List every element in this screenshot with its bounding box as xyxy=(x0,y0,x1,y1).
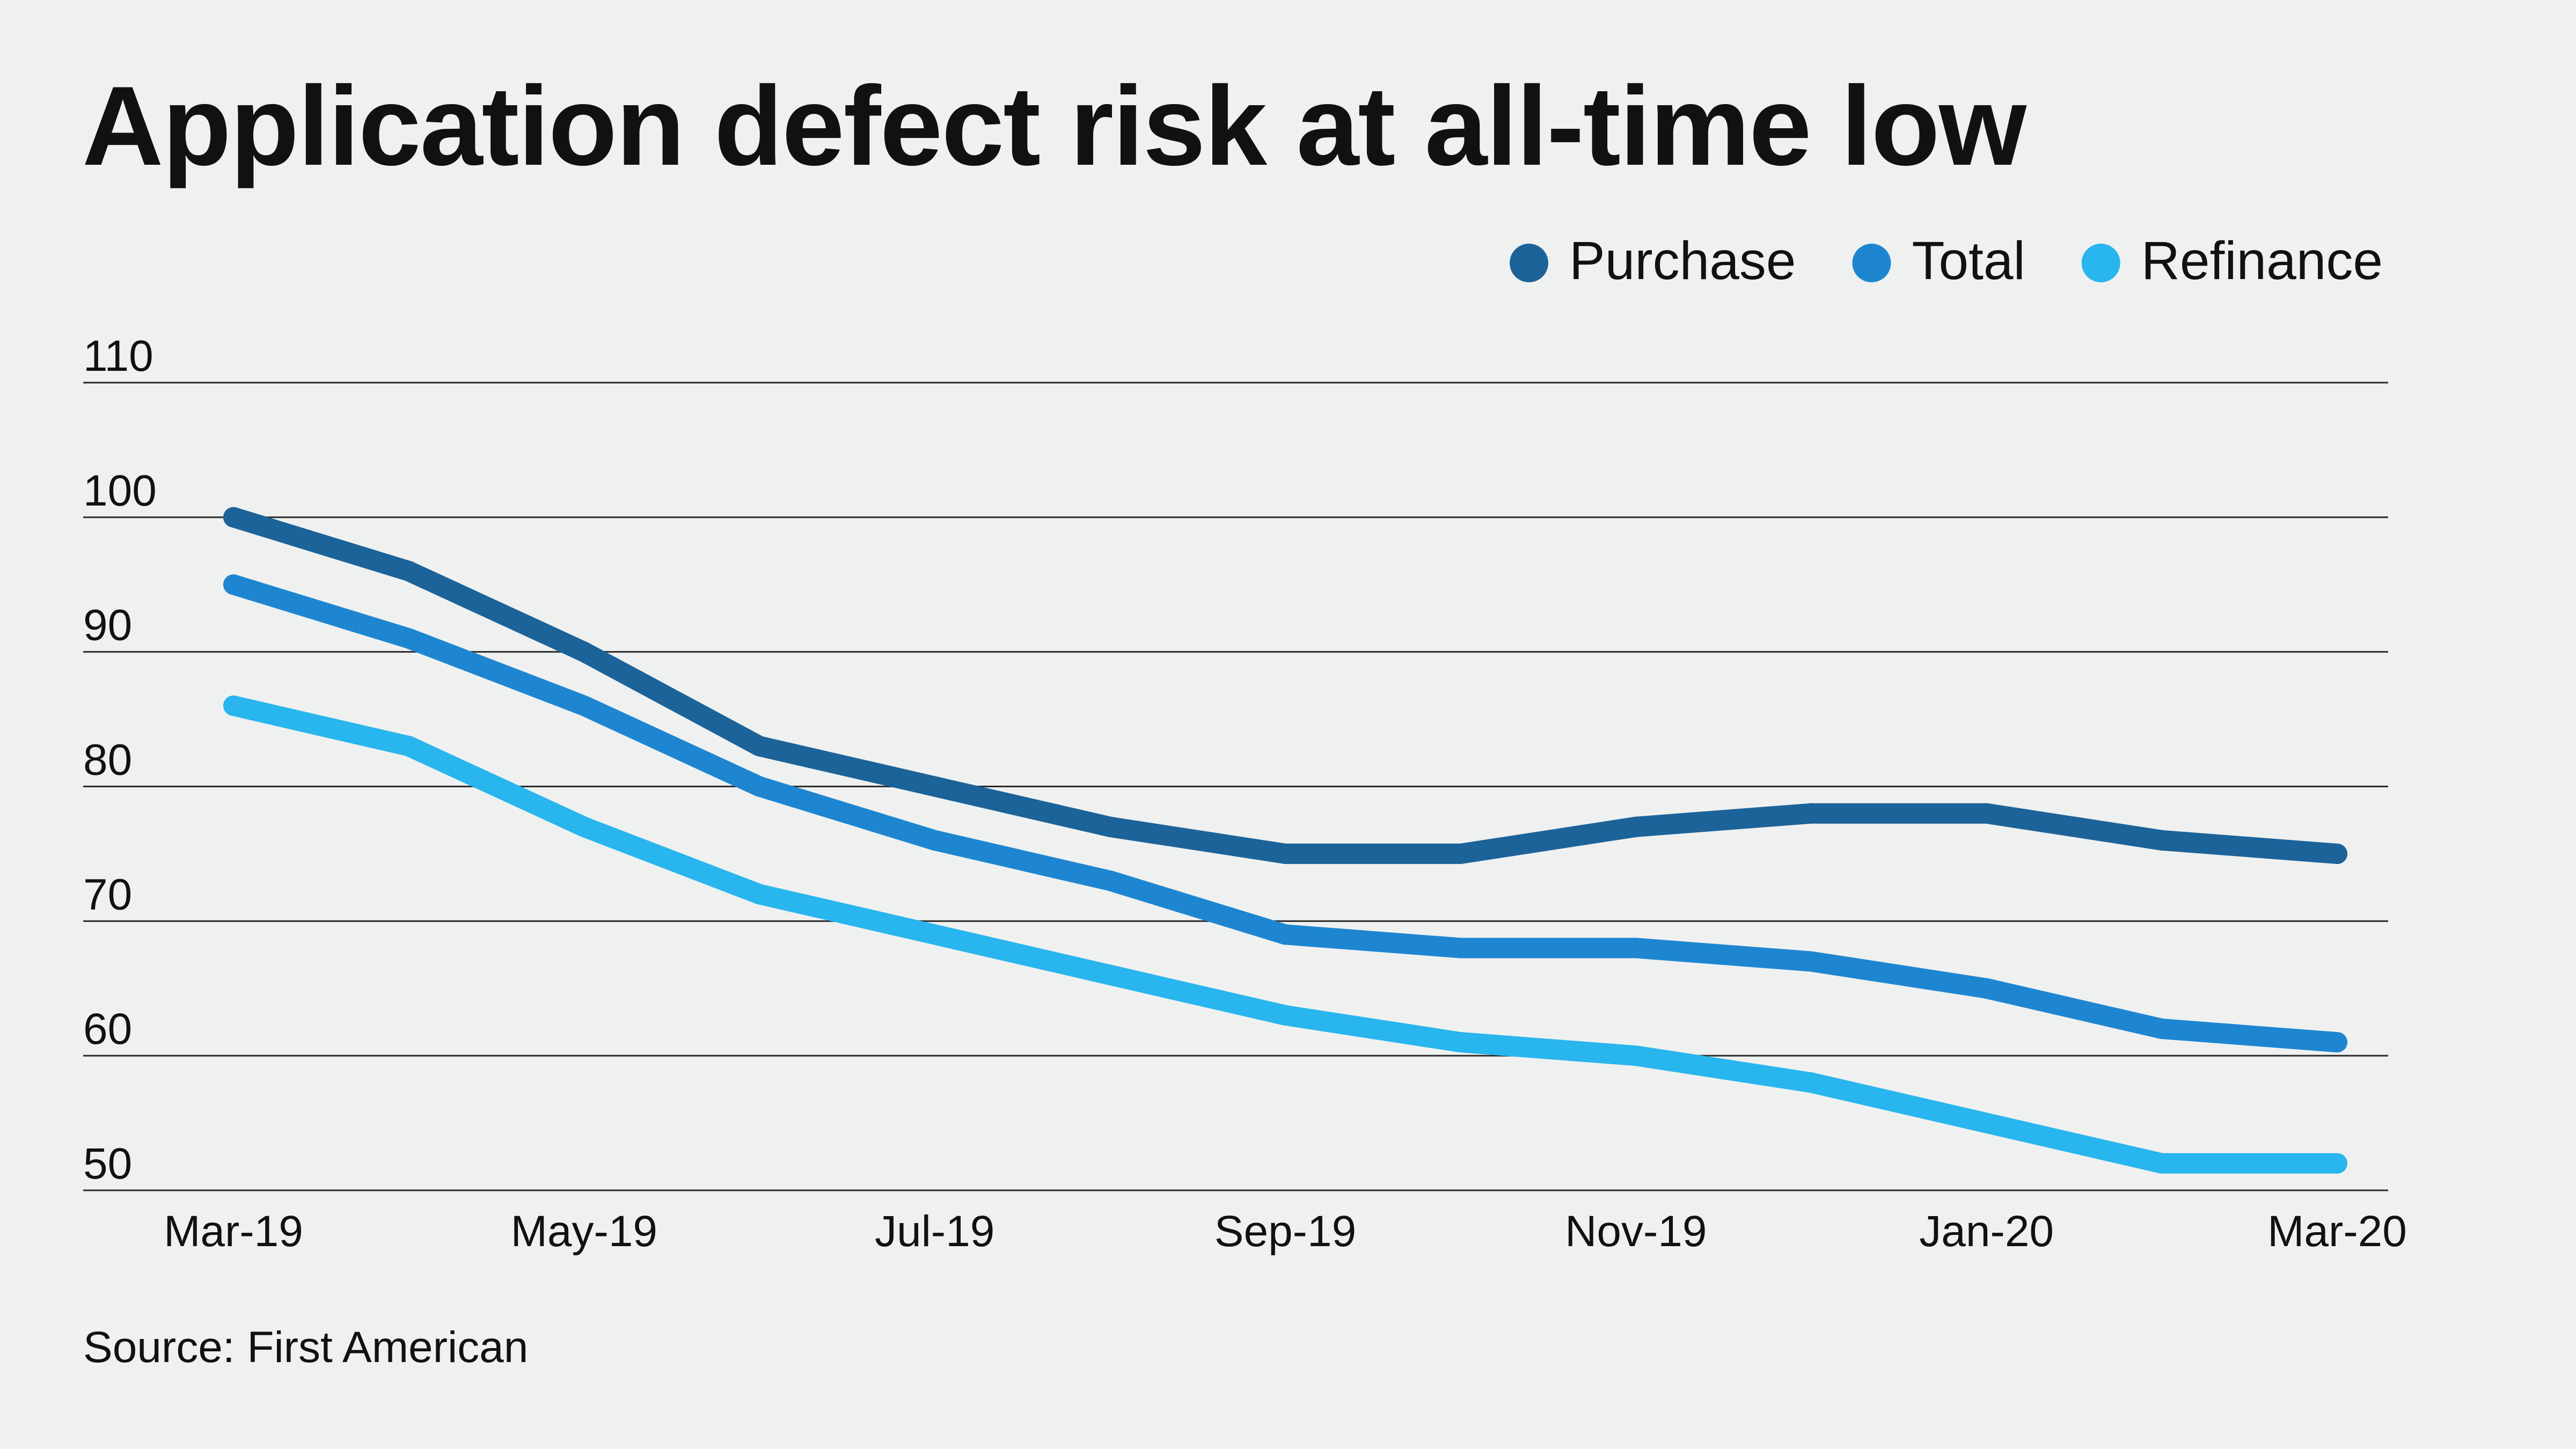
y-tick-label-70: 70 xyxy=(83,870,132,919)
legend-marker-purchase xyxy=(1510,244,1548,282)
data-point-total-Aug-19 xyxy=(1100,870,1121,891)
legend-item-refinance: Refinance xyxy=(2081,231,2383,291)
data-point-refinance-Jun-19 xyxy=(749,884,770,905)
data-point-purchase-Aug-19 xyxy=(1100,816,1121,837)
data-point-refinance-Jan-20 xyxy=(1976,1113,1997,1133)
data-point-total-May-19 xyxy=(574,696,595,716)
data-point-total-Jan-20 xyxy=(1976,978,1997,999)
legend-label-purchase: Purchase xyxy=(1569,231,1796,291)
data-point-refinance-Oct-19 xyxy=(1450,1032,1471,1053)
series-lines xyxy=(223,507,2347,1174)
data-point-refinance-Feb-20 xyxy=(2151,1153,2172,1174)
x-tick-label-Nov-19: Nov-19 xyxy=(1565,1207,1707,1256)
data-point-purchase-Jul-19 xyxy=(924,776,945,797)
y-tick-label-100: 100 xyxy=(83,466,157,515)
data-point-total-Jun-19 xyxy=(749,776,770,797)
x-tick-label-Sep-19: Sep-19 xyxy=(1214,1207,1356,1256)
y-tick-label-80: 80 xyxy=(83,736,132,785)
legend-marker-refinance xyxy=(2081,244,2120,282)
data-point-purchase-Dec-19 xyxy=(1801,803,1821,824)
x-tick-label-Jul-19: Jul-19 xyxy=(875,1207,994,1256)
data-point-total-Mar-19 xyxy=(223,574,244,595)
y-axis-tick-labels: 50 60 70 80 90 100 110 xyxy=(83,332,157,1188)
y-tick-label-50: 50 xyxy=(83,1139,132,1188)
y-tick-label-90: 90 xyxy=(83,601,132,650)
chart-title: Application defect risk at all-time low xyxy=(82,63,2026,189)
data-point-refinance-Jul-19 xyxy=(924,924,945,945)
data-point-refinance-May-19 xyxy=(574,816,595,837)
data-point-refinance-Apr-19 xyxy=(398,736,419,757)
source-note: Source: First American xyxy=(83,1323,529,1372)
data-point-refinance-Dec-19 xyxy=(1801,1072,1821,1093)
data-point-refinance-Aug-19 xyxy=(1100,964,1121,985)
data-point-refinance-Mar-20 xyxy=(2327,1153,2347,1174)
data-point-total-Jul-19 xyxy=(924,830,945,851)
data-point-refinance-Mar-19 xyxy=(223,696,244,716)
y-tick-label-110: 110 xyxy=(83,332,153,380)
legend-label-refinance: Refinance xyxy=(2141,231,2383,291)
x-tick-label-Mar-20: Mar-20 xyxy=(2267,1207,2407,1256)
legend-item-total: Total xyxy=(1852,231,2025,291)
data-point-total-Feb-20 xyxy=(2151,1019,2172,1039)
data-point-purchase-Feb-20 xyxy=(2151,830,2172,851)
x-tick-label-Mar-19: Mar-19 xyxy=(164,1207,303,1256)
x-axis-tick-labels: Mar-19 May-19 Jul-19 Sep-19 Nov-19 Jan-20 Mar-… xyxy=(164,1207,2407,1256)
legend: Refinance Total Purchase xyxy=(1510,231,2383,291)
data-point-purchase-Oct-19 xyxy=(1450,843,1471,864)
gridlines xyxy=(83,382,2388,1191)
legend-item-purchase: Purchase xyxy=(1510,231,1796,291)
data-point-purchase-Jan-20 xyxy=(1976,803,1997,824)
data-point-purchase-Nov-19 xyxy=(1626,816,1646,837)
data-point-purchase-Sep-19 xyxy=(1275,843,1296,864)
data-point-total-Mar-20 xyxy=(2327,1032,2347,1053)
data-point-total-Apr-19 xyxy=(398,628,419,649)
data-point-purchase-Mar-20 xyxy=(2327,843,2347,864)
y-tick-label-60: 60 xyxy=(83,1005,132,1053)
legend-label-total: Total xyxy=(1912,231,2025,291)
data-point-total-Sep-19 xyxy=(1275,924,1296,945)
data-point-purchase-May-19 xyxy=(574,641,595,662)
data-point-purchase-Mar-19 xyxy=(223,507,244,528)
data-point-refinance-Nov-19 xyxy=(1626,1045,1646,1066)
data-point-total-Oct-19 xyxy=(1450,938,1471,958)
data-point-total-Dec-19 xyxy=(1801,951,1821,972)
legend-marker-total xyxy=(1852,244,1891,282)
data-point-refinance-Sep-19 xyxy=(1275,1005,1296,1026)
x-tick-label-Jan-20: Jan-20 xyxy=(1919,1207,2054,1256)
x-tick-label-May-19: May-19 xyxy=(511,1207,657,1256)
data-point-purchase-Jun-19 xyxy=(749,736,770,757)
data-point-total-Nov-19 xyxy=(1626,938,1646,958)
data-point-purchase-Apr-19 xyxy=(398,561,419,582)
